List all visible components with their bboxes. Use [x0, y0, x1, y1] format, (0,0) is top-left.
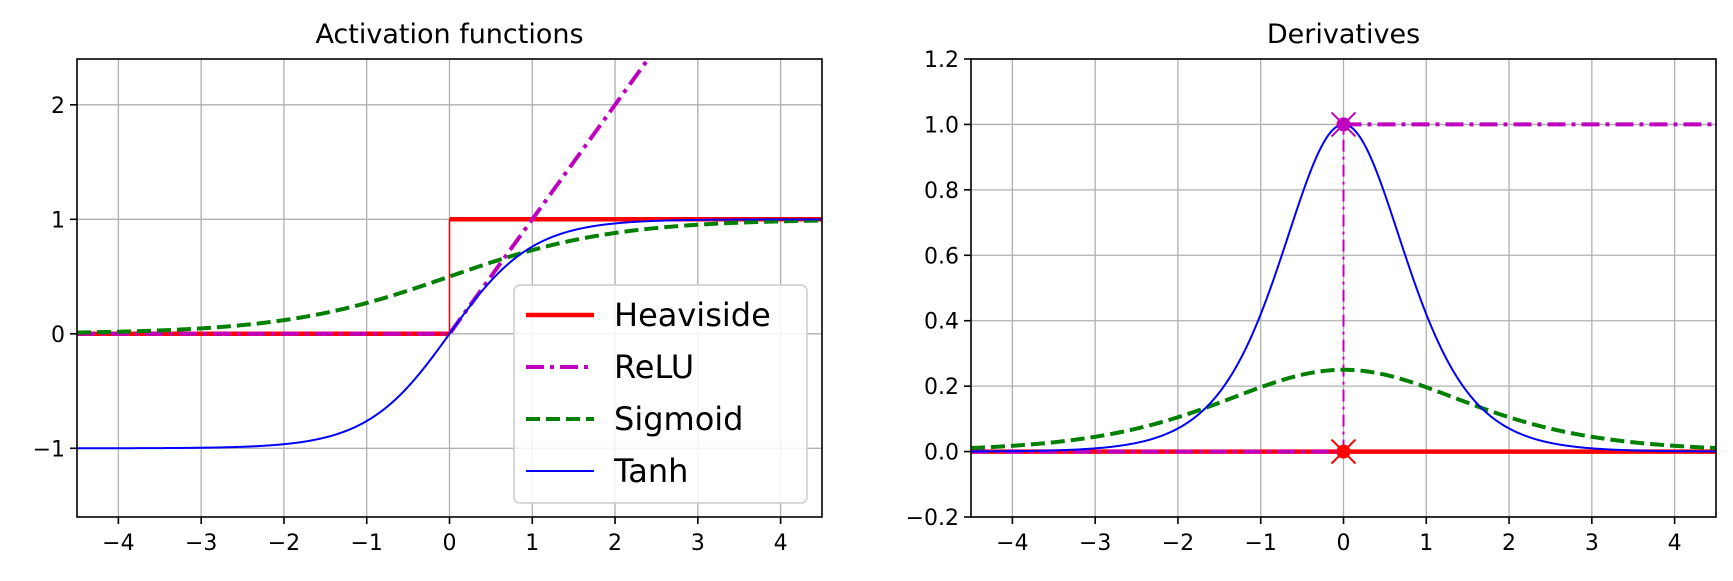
x-tick-label: −3 [185, 531, 217, 556]
series-line-tanh [77, 218, 822, 450]
x-tick-label: 3 [691, 531, 705, 556]
x-tick-label: 2 [1502, 531, 1516, 556]
y-tick-label: 0.4 [924, 310, 959, 335]
chart-panel-1: −4 −3 −2 −1 0 1 2 3 4 −1 0 1 2 Activation functions He… [33, 19, 823, 556]
point-marker-circle [1336, 117, 1351, 132]
y-tick-label: 0.2 [924, 375, 959, 400]
y-tick-label: 1.0 [924, 113, 959, 138]
x-tick-label: −3 [1079, 531, 1111, 556]
y-tick-label: 0.8 [924, 179, 959, 204]
x-tick-label: −1 [1245, 531, 1277, 556]
y-tick-label: 1 [51, 208, 65, 233]
x-tick-label: 2 [608, 531, 622, 556]
x-tick-label: −2 [1162, 531, 1194, 556]
x-tick-label: −4 [996, 531, 1028, 556]
legend-label-sigmoid: Sigmoid [614, 400, 743, 438]
y-tick-label: 2 [51, 94, 65, 119]
y-tick-label: 0 [51, 323, 65, 348]
point-marker-circle [1336, 444, 1351, 459]
x-tick-label: 0 [1337, 531, 1351, 556]
legend-label-heaviside: Heaviside [614, 296, 771, 334]
x-tick-label: −1 [351, 531, 383, 556]
legend-label-relu: ReLU [614, 348, 694, 386]
chart-title: Activation functions [315, 19, 583, 50]
x-tick-label: 4 [1668, 531, 1682, 556]
y-tick-label: 1.2 [924, 48, 959, 73]
series-line-sigmoid [77, 218, 822, 335]
x-tick-label: −2 [268, 531, 300, 556]
y-tick-label: −0.2 [906, 506, 959, 531]
x-tick-label: 1 [525, 531, 539, 556]
legend-box [513, 284, 808, 504]
x-tick-label: 4 [774, 531, 788, 556]
x-tick-label: −4 [102, 531, 134, 556]
x-tick-label: 3 [1585, 531, 1599, 556]
series-line-sigmoid [971, 367, 1716, 451]
x-tick-label: 1 [1419, 531, 1433, 556]
y-tick-label: −1 [33, 437, 65, 462]
legend-label-tanh: Tanh [613, 452, 688, 490]
x-tick-label: 0 [443, 531, 457, 556]
y-tick-label: 0.0 [924, 441, 959, 466]
legend: Heaviside ReLU Sigmoid Tanh [513, 284, 808, 504]
chart-panel-2: −4 −3 −2 −1 0 1 2 3 4 −0.2 0.0 0.2 0.4 0.6 0.8 1.0 1.2 De… [906, 19, 1717, 556]
chart-title: Derivatives [1267, 19, 1420, 50]
y-tick-label: 0.6 [924, 244, 959, 269]
